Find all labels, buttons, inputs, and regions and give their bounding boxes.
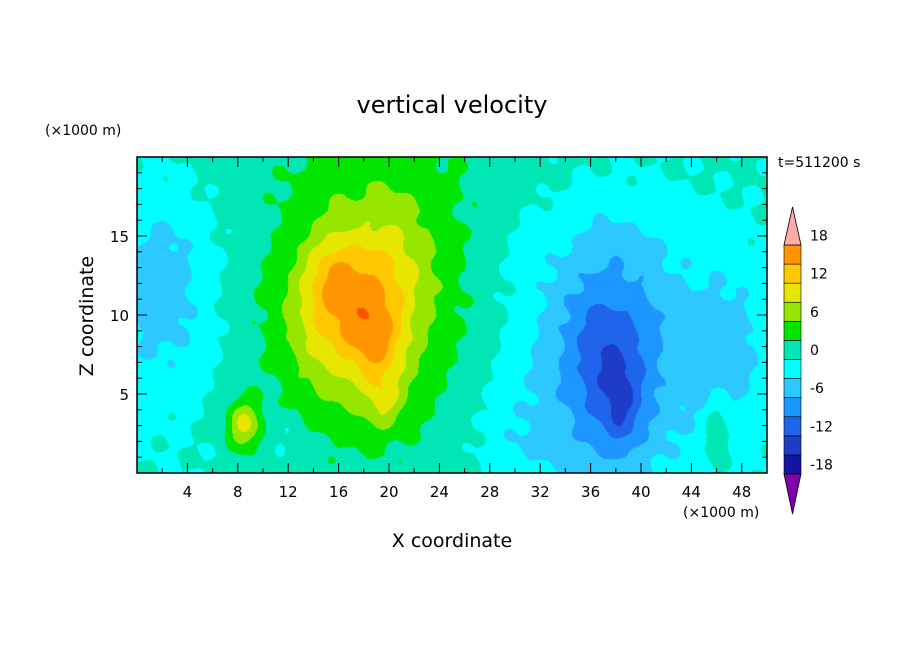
colorbar-tick-label: 6	[810, 305, 819, 321]
y-tick-label: 15	[110, 228, 129, 246]
colorbar-tick-label: -6	[810, 381, 824, 397]
y-tick-label: 5	[119, 386, 129, 404]
colorbar-bin	[783, 301, 802, 322]
x-axis-label: X coordinate	[392, 530, 512, 552]
y-axis-ticks: 5 10 15	[110, 172, 767, 458]
y-tick-label: 10	[110, 307, 129, 325]
x-tick-label: 16	[329, 483, 348, 501]
time-label: t=511200 s	[778, 155, 860, 171]
x-tick-label: 20	[379, 483, 398, 501]
x-tick-label: 28	[480, 483, 499, 501]
y-units-label: (×1000 m)	[45, 123, 121, 139]
colorbar-bin	[783, 378, 802, 398]
x-axis-ticks: 4 8 12 16 20 24 28 32 36 40 44 48	[161, 157, 751, 501]
colorbar-bin	[783, 359, 802, 379]
x-units-label: (×1000 m)	[683, 505, 759, 521]
x-tick-label: 24	[430, 483, 449, 501]
x-tick-label: 36	[581, 483, 600, 501]
x-tick-label: 32	[531, 483, 550, 501]
colorbar-bin	[783, 282, 802, 303]
colorbar: 18 12 6 0 -6 -12 -18	[783, 206, 833, 515]
colorbar-tick-label: 18	[810, 228, 828, 244]
x-tick-label: 40	[631, 483, 650, 501]
colorbar-over-arrow	[783, 206, 802, 246]
colorbar-tick-label: 0	[810, 343, 819, 359]
x-tick-label: 48	[732, 483, 751, 501]
x-tick-label: 8	[233, 483, 243, 501]
velocity-contour-field	[137, 157, 767, 473]
colorbar-bin	[783, 416, 802, 437]
colorbar-bin	[783, 263, 802, 284]
colorbar-tick-label: -12	[810, 419, 833, 435]
colorbar-under-arrow	[783, 473, 802, 515]
colorbar-bin	[783, 454, 802, 475]
x-tick-label: 4	[183, 483, 193, 501]
colorbar-tick-label: 12	[810, 267, 828, 283]
chart-title: vertical velocity	[357, 91, 548, 119]
colorbar-bin	[783, 397, 802, 418]
colorbar-bin	[783, 435, 802, 456]
colorbar-tick-label: -18	[810, 457, 833, 473]
y-axis-label: Z coordinate	[76, 256, 98, 376]
colorbar-bin	[783, 340, 802, 360]
colorbar-bin	[783, 321, 802, 341]
x-tick-label: 12	[279, 483, 298, 501]
colorbar-bin	[783, 244, 802, 265]
x-tick-label: 44	[682, 483, 701, 501]
